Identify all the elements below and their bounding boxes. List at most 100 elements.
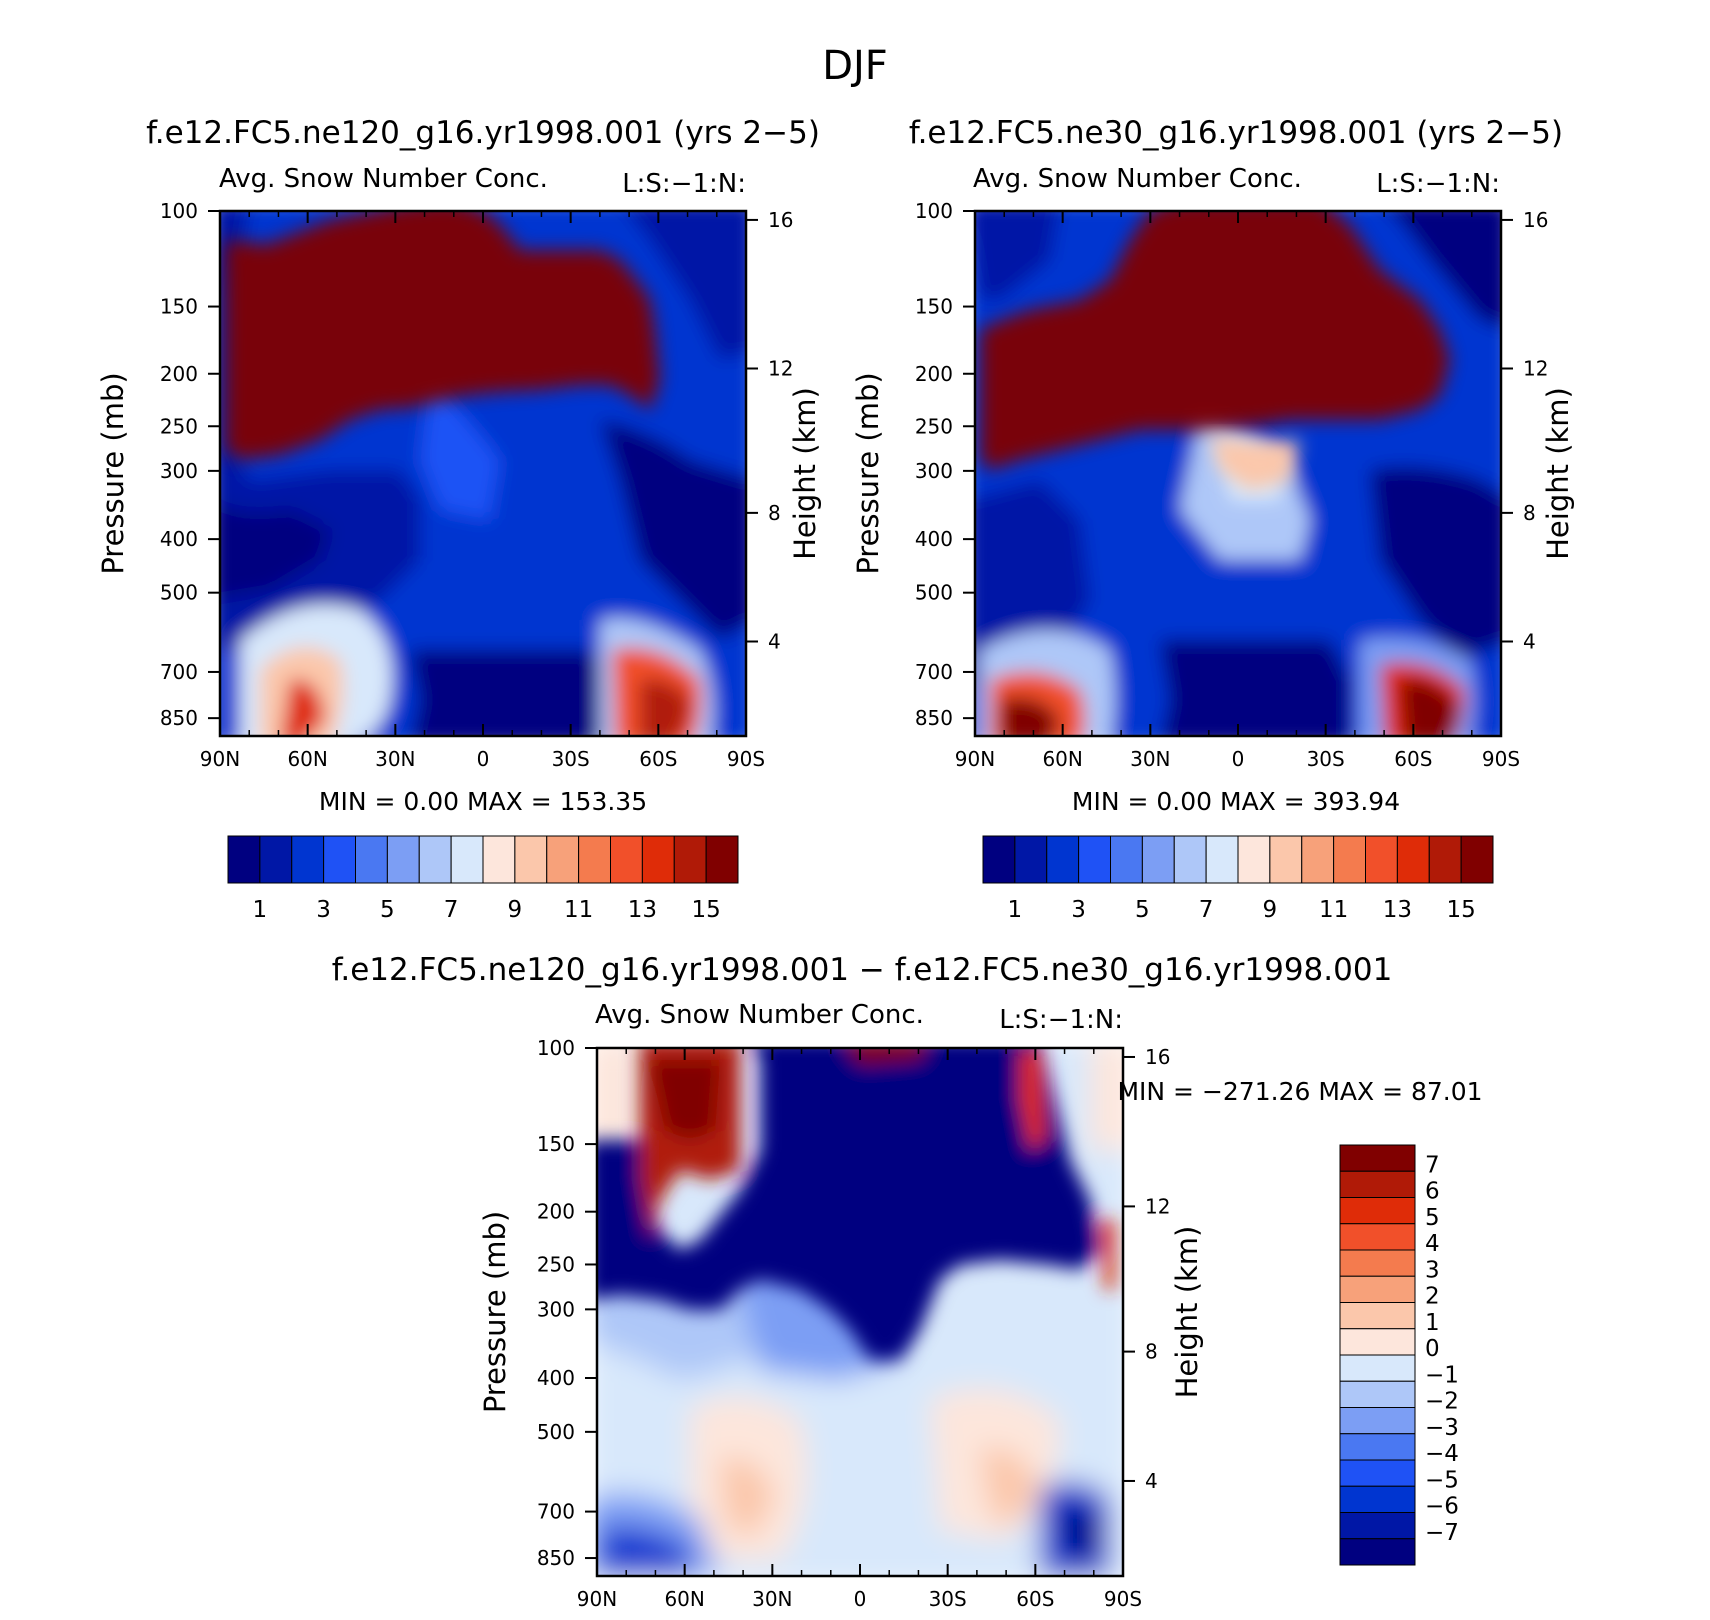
panel-diff-subtitle: Avg. Snow Number Conc. [595,1000,924,1030]
panel-0-max-value: 153.35 [560,787,647,816]
panel-0-ylabel-left: Pressure (mb) [96,372,130,574]
panel-0-pressure-tick-label: 700 [160,660,198,684]
panel-0-height-tick-label: 4 [768,630,781,654]
panel-1-colorbar-label: 11 [1319,897,1348,923]
panel-1-colorbar-swatch [1237,835,1271,884]
panel-0-colorbar-swatch [641,835,675,884]
panel-2-ylabel-left: Pressure (mb) [478,1211,512,1413]
panel-0-pressure-tick-label: 250 [160,414,198,438]
panel-2-colorbar-label: −4 [1425,1441,1459,1467]
panel-2-x-tick-label: 90N [577,1587,617,1611]
panel-1-colorbar-label: 9 [1263,897,1278,923]
panel-2-colorbar-swatch [1339,1459,1416,1487]
panel-2-colorbar-swatch [1339,1197,1416,1225]
panel-2-x-tick-label: 30N [752,1587,792,1611]
panel-1-colorbar-label: 5 [1135,897,1150,923]
panel-0-colorbar-swatch [546,835,580,884]
panel-2-colorbar-swatch [1339,1512,1416,1540]
panel-0-x-tick-label: 60S [639,747,677,771]
panel-2-colorbar-swatch [1339,1354,1416,1382]
panel-diff-subtitle-right: L:S:−1:N: [999,1005,1123,1035]
panel-2-colorbar-swatch [1339,1170,1416,1198]
panel-2-pressure-tick-label: 400 [537,1366,575,1390]
panel-1-colorbar-swatch [1396,835,1430,884]
panel-2-colorbar-label: 4 [1425,1231,1440,1257]
panel-2-max-value: 87.01 [1411,1077,1483,1106]
panel-2-x-tick-label: 0 [854,1587,867,1611]
panel-2-height-tick-label: 4 [1145,1469,1158,1493]
panel-1-colorbar-swatch [1078,835,1111,884]
panel-0-x-tick-label: 30S [552,747,590,771]
panel-1-colorbar-label: 15 [1446,897,1475,923]
panel-2-pressure-tick-label: 850 [537,1546,575,1570]
panel-0-min-label: MIN = [319,787,404,816]
panel-0-height-tick-label: 8 [768,501,781,525]
panel-2-colorbar-swatch [1339,1328,1416,1356]
panel-2-pressure-tick-label: 500 [537,1420,575,1444]
panel-2-colorbar-label: 5 [1425,1205,1440,1231]
panel-0-colorbar-swatch [386,835,420,884]
panel-0-colorbar-label: 11 [564,897,593,923]
panel-1-pressure-tick-label: 150 [915,295,953,319]
panel-1-colorbar-swatch [1365,835,1398,884]
panel-0-pressure-tick-label: 200 [160,362,198,386]
panel-1-height-tick-label: 16 [1523,208,1548,232]
panel-0-x-tick-label: 30N [375,747,415,771]
panel-0-pressure-tick-label: 850 [160,706,198,730]
panel-0-colorbar-swatch [323,835,356,884]
panel-2-colorbar-swatch [1339,1275,1416,1303]
panel-diff-upper-minimum [597,1048,1115,1360]
panel-0-colorbar-swatch [355,835,388,884]
panel-1-min-label: MIN = [1072,787,1157,816]
panel-1-max-label: MAX = [1220,787,1313,816]
panel-ne30: f.e12.FC5.ne30_g16.yr1998.001 (yrs 2−5) … [909,115,1563,736]
panel-1-x-tick-label: 90N [955,747,995,771]
panel-1-pressure-tick-label: 500 [915,581,953,605]
panel-1-colorbar-swatch [1301,835,1335,884]
panel-1-pressure-tick-label: 400 [915,527,953,551]
panel-2-max-label: MAX = [1318,1077,1411,1106]
panel-2-colorbar-swatch [1339,1485,1416,1513]
panel-1-colorbar-label: 3 [1071,897,1086,923]
panel-1-min-value: 0.00 [1156,787,1220,816]
panel-0-max-label: MAX = [467,787,560,816]
panel-0-height-tick-label: 12 [768,357,793,381]
panel-0-min-max: MIN = 0.00 MAX = 153.35 [319,787,647,816]
panel-2-colorbar-label: 7 [1425,1152,1440,1178]
panel-1-min-max: MIN = 0.00 MAX = 393.94 [1072,787,1400,816]
panel-2-colorbar-swatch [1339,1249,1416,1277]
panel-1-colorbar-swatch [1046,835,1080,884]
panel-1-colorbar-swatch [982,835,1016,884]
panel-0-height-tick-label: 16 [768,208,793,232]
panel-0-colorbar-swatch [578,835,611,884]
panel-2-colorbar-swatch [1339,1144,1416,1172]
panel-2-x-tick-label: 90S [1104,1587,1142,1611]
panel-2-colorbar-swatch [1339,1433,1416,1461]
panel-0-colorbar-swatch [705,835,739,884]
panel-diff-title: f.e12.FC5.ne120_g16.yr1998.001 − f.e12.F… [332,952,1393,988]
panel-2-height-tick-label: 8 [1145,1340,1158,1364]
panel-0-colorbar-swatch [482,835,516,884]
panel-2-colorbar-label: −2 [1425,1389,1459,1415]
panel-1-colorbar-swatch [1110,835,1143,884]
panel-1-colorbar-label: 1 [1008,897,1023,923]
panel-2-height-tick-label: 12 [1145,1194,1170,1218]
panel-0-colorbar-swatch [450,835,484,884]
panel-ne120-upper-maximum [225,211,660,460]
panel-0-colorbar-label: 15 [691,897,720,923]
panel-2-colorbar-label: −5 [1425,1467,1459,1493]
panel-0-ylabel-right: Height (km) [788,387,822,560]
panel-1-x-tick-label: 30S [1307,747,1345,771]
panel-0-min-value: 0.00 [403,787,467,816]
panel-2-colorbar-label: −7 [1425,1520,1459,1546]
panel-0-colorbar-swatch [227,835,261,884]
figure-title: DJF [822,43,888,89]
panel-2-colorbar-swatch [1339,1407,1416,1435]
panel-1-colorbar-label: 13 [1383,897,1412,923]
panel-1-max-value: 393.94 [1313,787,1400,816]
panel-2-ylabel-right: Height (km) [1170,1226,1204,1399]
panel-2-colorbar-swatch [1339,1223,1416,1251]
panel-0-pressure-tick-label: 500 [160,581,198,605]
panel-0-colorbar-swatch [514,835,548,884]
